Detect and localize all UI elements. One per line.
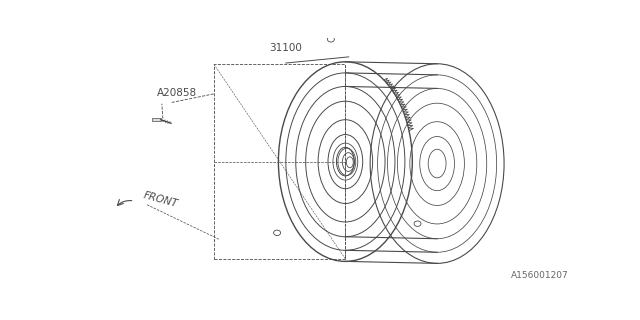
Text: FRONT: FRONT <box>142 190 179 209</box>
FancyBboxPatch shape <box>152 118 161 121</box>
Text: A20858: A20858 <box>157 88 196 98</box>
Text: 31100: 31100 <box>269 43 302 53</box>
Text: A156001207: A156001207 <box>511 271 568 280</box>
